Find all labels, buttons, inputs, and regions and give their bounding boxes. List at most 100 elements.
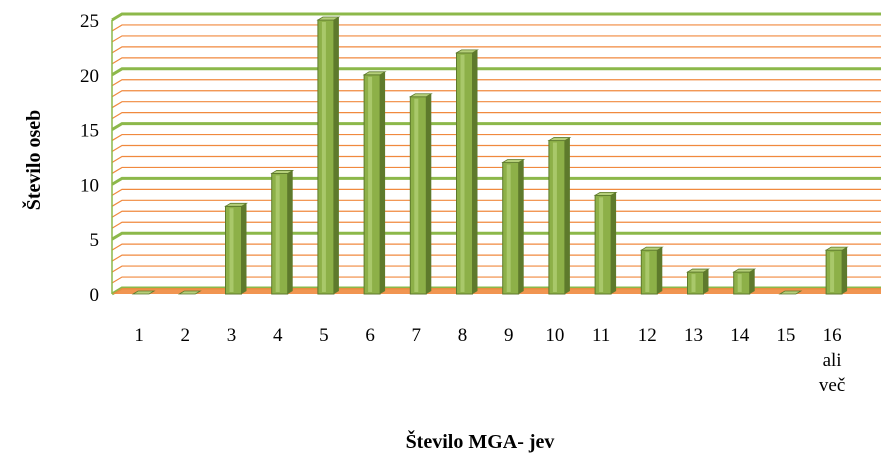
minor-gridline — [111, 24, 881, 32]
x-tick-label: 16 ali več — [819, 325, 845, 396]
bar-highlight — [506, 164, 511, 292]
bar-side — [842, 247, 848, 294]
y-tick-label: 15 — [80, 121, 99, 142]
bar — [732, 268, 757, 295]
bar-side — [611, 192, 617, 294]
x-tick-label: 8 — [458, 325, 468, 346]
x-tick-label: 12 — [638, 325, 657, 346]
minor-gridline — [111, 90, 881, 98]
minor-gridline — [111, 166, 881, 174]
bar-highlight — [552, 142, 557, 292]
minor-gridline — [111, 35, 881, 43]
y-tick-label: 0 — [90, 285, 100, 306]
x-tick-label: 3 — [227, 325, 237, 346]
minor-gridline — [111, 210, 881, 218]
bar — [778, 290, 803, 295]
minor-gridline — [111, 265, 881, 273]
bar-top — [501, 159, 526, 163]
bar-highlight — [691, 274, 696, 292]
bar — [593, 191, 618, 295]
minor-gridline — [111, 221, 881, 229]
x-tick-label: 6 — [365, 325, 375, 346]
bar-side — [703, 269, 709, 294]
bar-side — [472, 49, 478, 294]
minor-gridline — [111, 101, 881, 109]
minor-gridline — [111, 112, 881, 120]
bar-top — [824, 246, 849, 251]
bar — [177, 290, 202, 295]
bar — [224, 202, 248, 295]
bar — [824, 246, 849, 295]
bar-side — [564, 137, 570, 294]
bar — [501, 159, 526, 295]
x-tick-label: 1 — [134, 325, 144, 346]
y-tick-label: 10 — [80, 175, 99, 196]
bar — [686, 268, 710, 295]
bar-top — [686, 268, 710, 273]
minor-gridline — [111, 133, 881, 142]
bar — [639, 246, 664, 295]
major-gridline — [111, 12, 881, 22]
x-tick-label: 13 — [684, 325, 703, 346]
bar-highlight — [737, 274, 742, 292]
bar-highlight — [645, 252, 650, 292]
bar-highlight — [321, 22, 326, 292]
bar — [270, 170, 295, 295]
bar-top — [131, 290, 156, 295]
bars — [131, 16, 849, 295]
bar — [547, 137, 572, 295]
gridlines — [111, 12, 881, 296]
bar-side — [380, 71, 386, 294]
y-tick-labels: 0 5 10 15 20 25 — [80, 11, 99, 306]
minor-gridline — [111, 155, 881, 163]
bar-highlight — [414, 98, 419, 292]
bar — [316, 16, 341, 295]
minor-gridline — [111, 254, 881, 262]
x-tick-label: 15 — [776, 325, 795, 346]
y-axis-title: Število oseb — [21, 110, 45, 211]
bar — [455, 49, 479, 295]
bar-top — [778, 290, 803, 295]
bar-highlight — [599, 197, 604, 292]
bar-highlight — [275, 175, 280, 292]
bar-top — [732, 268, 757, 273]
bar-side — [241, 203, 247, 294]
bar-top — [408, 93, 433, 98]
minor-gridline — [111, 144, 881, 153]
bar — [408, 93, 433, 295]
bar — [362, 71, 387, 295]
x-tick-labels: 1 2 3 4 5 6 7 8 9 10 11 12 13 14 15 16 ali več — [134, 325, 845, 396]
bar-top — [224, 202, 248, 207]
y-tick-label: 25 — [80, 11, 99, 32]
bar-top — [593, 191, 618, 196]
bar-highlight — [460, 54, 465, 292]
minor-gridline — [111, 199, 881, 207]
minor-gridline — [111, 79, 881, 87]
bar-side — [287, 170, 293, 294]
x-tick-label: 2 — [181, 325, 191, 346]
bar-highlight — [830, 252, 835, 292]
minor-gridline — [111, 57, 881, 65]
bar-top — [362, 71, 387, 76]
bar-side — [426, 93, 432, 294]
major-gridline — [111, 176, 881, 186]
major-gridline — [111, 122, 881, 131]
x-tick-label: 4 — [273, 325, 283, 346]
bar-top — [177, 290, 202, 295]
bar-side — [518, 159, 524, 294]
minor-gridline — [111, 188, 881, 196]
bar-side — [333, 17, 339, 294]
bar-top — [639, 246, 664, 251]
minor-gridline — [111, 46, 881, 54]
minor-gridline — [111, 243, 881, 251]
bar-highlight — [368, 76, 373, 292]
minor-gridline — [111, 276, 881, 284]
major-gridline — [111, 67, 881, 77]
x-axis-title: Število MGA- jev — [406, 429, 555, 453]
bar-top — [547, 137, 572, 141]
x-tick-label: 7 — [412, 325, 422, 346]
x-tick-label: 9 — [504, 325, 514, 346]
y-tick-label: 20 — [80, 66, 99, 87]
bar-top — [270, 170, 295, 174]
